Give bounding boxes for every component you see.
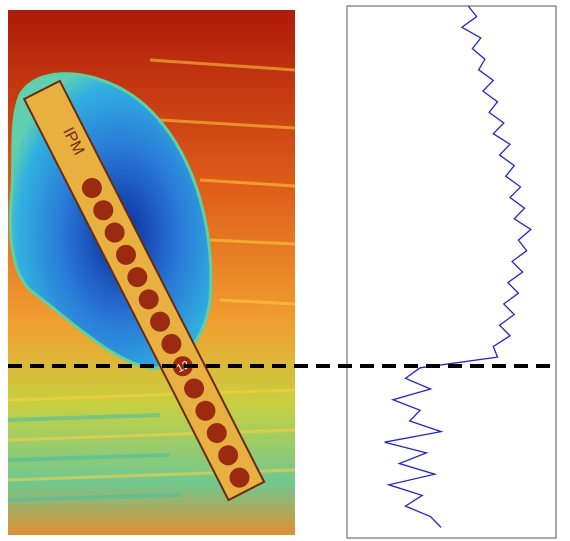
thermal-image: IPM 12 [8, 10, 295, 535]
plot-frame [346, 5, 557, 539]
profile-line [384, 5, 532, 528]
scale-mark-label: 12 [175, 359, 191, 375]
